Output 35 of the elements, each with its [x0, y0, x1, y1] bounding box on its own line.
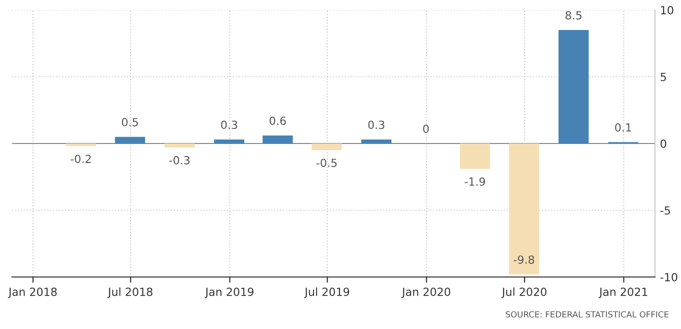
bar [262, 135, 293, 144]
x-tick-label: Jan 2019 [204, 288, 254, 298]
data-label: -9.8 [514, 255, 534, 264]
y-tick-label: 10 [661, 6, 674, 14]
bar [164, 144, 195, 148]
source-note: SOURCE: FEDERAL STATISTICAL OFFICE [506, 311, 668, 318]
bar [114, 136, 146, 144]
y-tick-label: -10 [660, 272, 678, 282]
bar [214, 139, 244, 144]
data-label: -0.3 [169, 156, 190, 164]
data-label: -0.5 [316, 158, 337, 168]
y-tick-label: -5 [660, 206, 670, 215]
data-label: 0.5 [122, 118, 138, 126]
y-tick-label: 5 [660, 72, 666, 82]
bar [66, 144, 96, 146]
data-label: 0.3 [368, 120, 384, 130]
bar [508, 144, 540, 274]
data-label: 0 [423, 124, 429, 134]
x-tick-label: Jan 2021 [598, 288, 648, 298]
data-label: -1.9 [464, 177, 486, 186]
y-tick-label: 0 [660, 139, 666, 148]
bar [361, 139, 392, 144]
bar [460, 144, 490, 169]
x-tick-label: Jul 2018 [107, 287, 152, 298]
data-label: -0.2 [70, 154, 91, 164]
data-label: 0.3 [221, 120, 238, 130]
x-tick-label: Jan 2018 [8, 288, 57, 298]
data-label: 8.5 [566, 11, 582, 20]
x-tick-label: Jul 2020 [501, 287, 546, 298]
data-label: 0.1 [615, 123, 632, 132]
bar [558, 30, 589, 144]
bar [312, 144, 342, 150]
x-tick-label: Jan 2020 [401, 288, 450, 298]
data-label: 0.6 [270, 116, 286, 126]
x-tick-label: Jul 2019 [304, 287, 350, 298]
